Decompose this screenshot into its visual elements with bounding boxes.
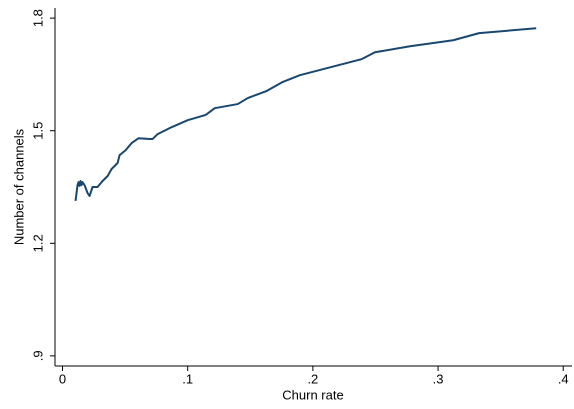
x-tick-label: .3	[433, 371, 444, 386]
y-tick-label: .9	[30, 350, 45, 361]
y-tick-label: 1.2	[30, 234, 45, 252]
x-tick-label: .4	[558, 371, 569, 386]
x-axis-title: Churn rate	[282, 387, 343, 402]
x-tick-label: .2	[307, 371, 318, 386]
y-tick-label: 1.8	[30, 9, 45, 27]
x-tick-label: .1	[182, 371, 193, 386]
x-tick-label: 0	[59, 371, 66, 386]
data-line	[74, 27, 537, 202]
y-axis-title: Number of channels	[11, 128, 26, 245]
y-tick-label: 1.5	[30, 122, 45, 140]
